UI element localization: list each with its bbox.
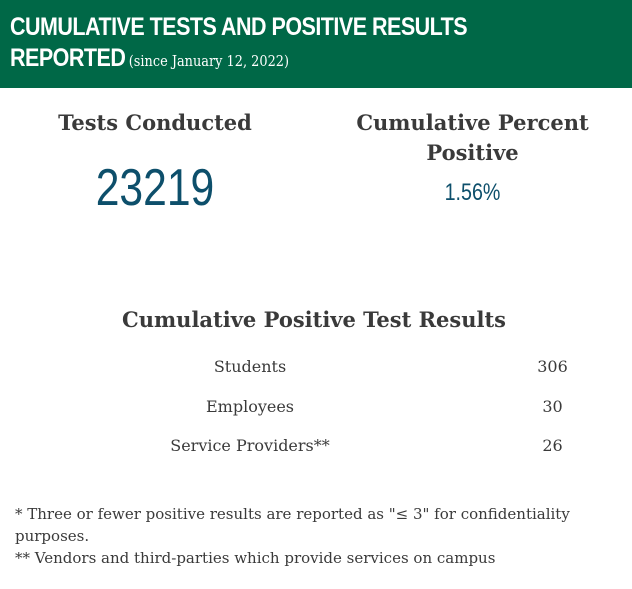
tests-conducted-label: Tests Conducted (58, 110, 252, 135)
footnotes: * Three or fewer positive results are re… (15, 503, 615, 569)
percent-positive-label: Cumulative Percent Positive (356, 110, 589, 165)
header-title-line1: CUMULATIVE TESTS AND POSITIVE RESULTS (10, 13, 468, 41)
header-title-reported: REPORTED (10, 44, 126, 72)
results-row-value: 306 (537, 357, 568, 376)
results-row-value: 26 (542, 436, 563, 455)
percent-positive-value: 1.56% (444, 179, 501, 206)
results-row: Students 306 (0, 354, 632, 380)
results-row: Service Providers** 26 (0, 433, 632, 459)
footnote-service-providers: ** Vendors and third-parties which provi… (15, 549, 496, 567)
results-title: Cumulative Positive Test Results (121, 307, 506, 332)
results-row-label: Service Providers** (170, 436, 330, 455)
results-row-label: Employees (205, 397, 295, 416)
results-row-value: 30 (542, 397, 563, 416)
tests-conducted-value: 23219 (95, 159, 215, 217)
results-row-label: Students (213, 357, 287, 376)
header-banner: CUMULATIVE TESTS AND POSITIVE RESULTS RE… (0, 0, 632, 88)
header-title-line2: REPORTED (since January 12, 2022) (10, 43, 545, 77)
footnote-confidentiality: * Three or fewer positive results are re… (15, 505, 570, 545)
results-row: Employees 30 (0, 394, 632, 420)
header-since-date: (since January 12, 2022) (128, 52, 290, 70)
